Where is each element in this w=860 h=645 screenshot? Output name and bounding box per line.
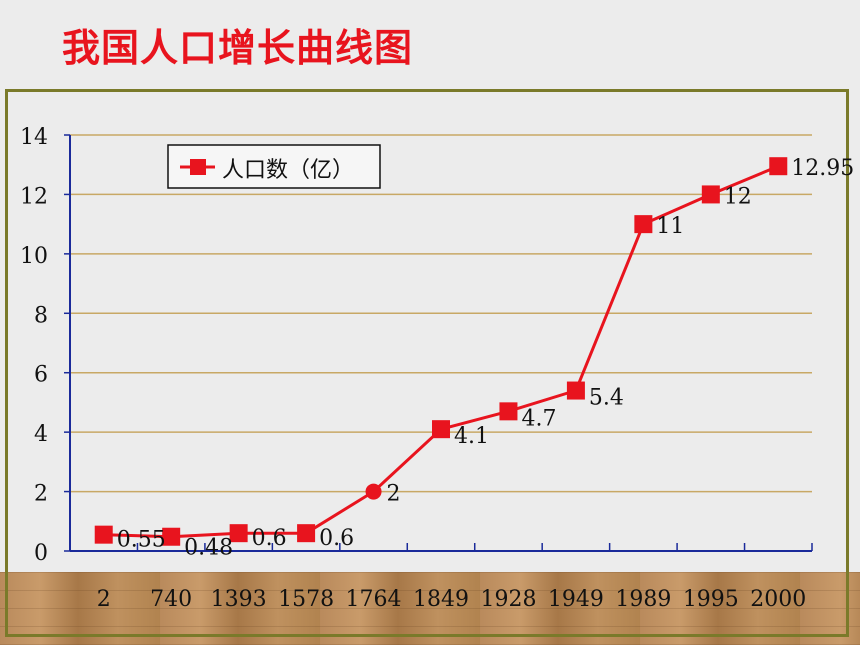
- data-label: 0.6: [252, 526, 287, 551]
- data-label: 2: [387, 482, 401, 507]
- y-tick-label: 2: [34, 482, 48, 507]
- series-markers: [94, 157, 788, 546]
- x-tick-label: 1928: [480, 587, 536, 612]
- x-tick-label: 2000: [750, 587, 806, 612]
- x-tick-label: 1989: [615, 587, 671, 612]
- x-tick-label: 1849: [413, 587, 469, 612]
- x-tick-label: 1764: [346, 587, 402, 612]
- data-label: 4.7: [521, 406, 556, 431]
- data-label: 0.55: [117, 528, 166, 553]
- data-point: [701, 185, 720, 204]
- data-point: [634, 215, 653, 234]
- data-point: [566, 381, 585, 400]
- legend-marker-icon: [190, 159, 206, 175]
- chart-frame: [5, 89, 849, 637]
- data-label: 0.48: [184, 536, 233, 561]
- y-tick-label: 10: [20, 244, 48, 269]
- x-tick-label: 740: [150, 587, 192, 612]
- data-point: [297, 524, 316, 543]
- data-point: [365, 483, 382, 500]
- page-title: 我国人口增长曲线图: [62, 26, 414, 70]
- data-point: [499, 402, 518, 421]
- x-tick-label: 2: [97, 587, 111, 612]
- data-label: 12: [724, 184, 752, 209]
- data-label: 12.95: [791, 156, 854, 181]
- legend-label: 人口数（亿）: [222, 158, 354, 183]
- axes: 0 2 4 6 8 10 12 14 2 740 1393 1578 1764 1849 1928 1949 1…: [20, 125, 813, 612]
- data-label: 0.6: [319, 526, 354, 551]
- data-point: [432, 420, 450, 439]
- y-tick-label: 14: [20, 125, 48, 150]
- x-tick-label: 1949: [548, 587, 604, 612]
- data-point: [229, 524, 248, 543]
- legend: 人口数（亿）: [167, 144, 381, 189]
- data-label: 4.1: [454, 424, 489, 449]
- data-label: 5.4: [589, 386, 624, 411]
- x-tick-label: 1578: [278, 587, 334, 612]
- x-tick-label: 1393: [211, 587, 267, 612]
- data-point: [769, 157, 788, 176]
- x-tick-label: 1995: [683, 587, 739, 612]
- y-tick-label: 6: [34, 363, 48, 388]
- data-point: [162, 527, 181, 546]
- y-tick-label: 0: [34, 541, 48, 566]
- data-label: 11: [656, 214, 684, 239]
- y-tick-label: 4: [34, 422, 48, 447]
- y-tick-label: 8: [34, 303, 48, 328]
- data-point: [94, 525, 113, 544]
- data-labels: 0.55 0.48 0.6 0.6 2 4.1 4.7 5.4 11 12 12.95: [117, 156, 855, 561]
- wood-floor-background: [0, 572, 860, 645]
- grid-lines: [70, 134, 812, 493]
- y-tick-label: 12: [20, 184, 48, 209]
